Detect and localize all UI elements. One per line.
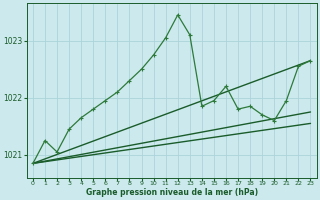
X-axis label: Graphe pression niveau de la mer (hPa): Graphe pression niveau de la mer (hPa) (86, 188, 258, 197)
